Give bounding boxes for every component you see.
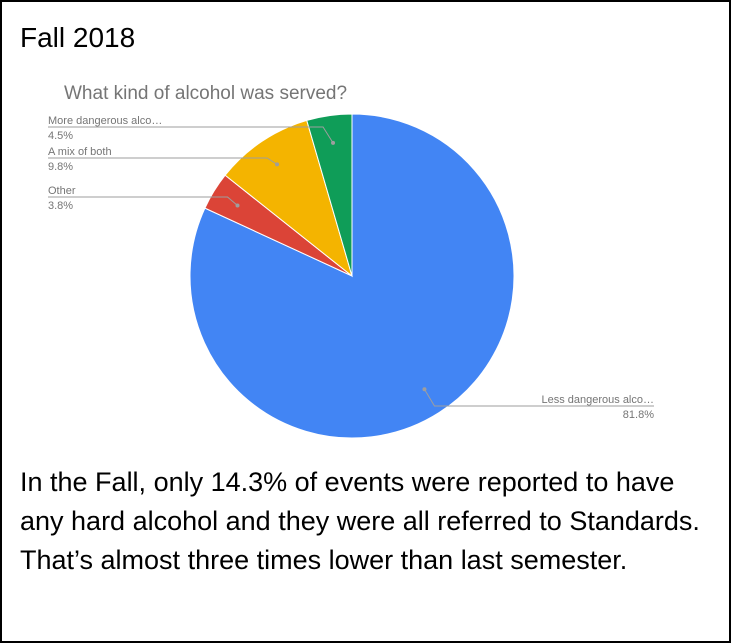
leader-line-4 [48,126,334,144]
slide-caption: In the Fall, only 14.3% of events were r… [20,467,700,575]
leader-line-1 [424,389,654,407]
pie-slices [189,113,515,439]
pie-chart: What kind of alcohol was served? Less da… [48,83,654,439]
leader-line-3 [48,157,278,165]
slice-label-4: More dangerous alco… [48,115,162,127]
pie-slice-3 [224,119,353,278]
slice-labels: Less dangerous alco… 81.8% Other 3.8% A mix … [48,115,654,421]
slice-label-1: Less dangerous alco… [541,394,654,406]
leader-line-2 [48,196,238,206]
slice-value-1: 81.8% [623,409,654,421]
slice-value-2: 3.8% [48,200,73,212]
pie-slice-4 [306,113,353,277]
slice-label-2: Other [48,185,76,197]
slice-value-4: 4.5% [48,130,73,142]
slice-label-3: A mix of both [48,146,112,158]
slide-heading: Fall 2018 [20,22,136,53]
chart-title: What kind of alcohol was served? [64,83,347,104]
slice-value-3: 9.8% [48,161,73,173]
